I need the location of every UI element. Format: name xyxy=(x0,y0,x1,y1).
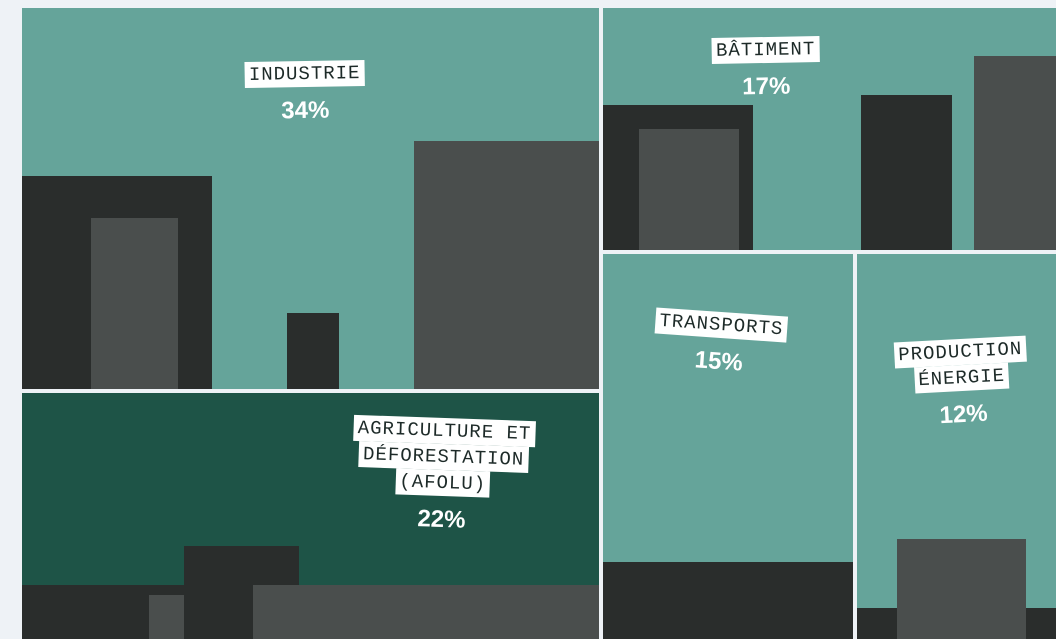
photo-silhouette xyxy=(91,218,178,389)
value-label: 34% xyxy=(205,96,405,127)
photo-silhouette xyxy=(287,313,339,389)
tile-label: INDUSTRIE 34% xyxy=(204,60,405,127)
treemap-tile: AGRICULTURE ET DÉFORESTATION (AFOLU)22% xyxy=(22,393,599,639)
category-name: TRANSPORTS xyxy=(655,307,789,342)
category-name: PRODUCTION ÉNERGIE xyxy=(894,335,1027,393)
photo-silhouette xyxy=(897,539,1027,639)
value-label: 15% xyxy=(618,341,819,383)
photo-silhouette xyxy=(253,585,599,639)
category-name: INDUSTRIE xyxy=(244,60,364,88)
treemap-tile: INDUSTRIE 34% xyxy=(22,8,599,389)
page: INDUSTRIE 34% AGRICULTURE ET DÉFORESTATION… xyxy=(0,0,1056,639)
photo-silhouette xyxy=(639,129,739,250)
photo-silhouette xyxy=(974,56,1056,249)
treemap-tile: BÂTIMENT 17% xyxy=(603,8,1056,250)
category-name: BÂTIMENT xyxy=(712,36,820,64)
value-label: 17% xyxy=(666,71,866,102)
category-name: AGRICULTURE ET DÉFORESTATION (AFOLU) xyxy=(354,415,536,498)
tile-label: BÂTIMENT 17% xyxy=(666,35,867,102)
value-label: 12% xyxy=(873,396,1054,433)
photo-silhouette xyxy=(603,562,853,639)
photo-silhouette xyxy=(861,95,952,250)
photo-silhouette xyxy=(414,141,599,389)
tile-label: AGRICULTURE ET DÉFORESTATION (AFOLU)22% xyxy=(321,414,565,538)
value-label: 22% xyxy=(321,501,562,537)
